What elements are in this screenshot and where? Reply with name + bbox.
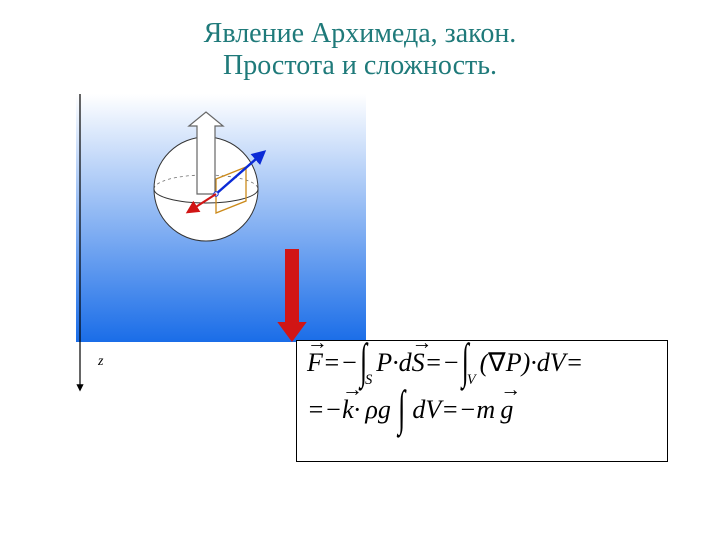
z-axis-label: z (98, 354, 103, 370)
sym-m: m (476, 392, 495, 427)
sym-lpar: ( (480, 345, 489, 380)
sym-rho: ρ (365, 392, 377, 427)
title-line1: Явление Архимеда, закон. (204, 18, 517, 49)
sym-g: g (378, 392, 391, 427)
sym-d-3: d (412, 392, 425, 427)
sym-eq-3: = (307, 392, 325, 427)
sym-rpar: ) (522, 345, 531, 380)
sym-minus-2: − (442, 345, 460, 380)
sym-V-2: V (425, 392, 441, 427)
sym-minus-3: − (325, 392, 343, 427)
sym-sp-2 (391, 392, 396, 427)
sym-sub-S: S (365, 371, 372, 390)
sym-d-2: d (537, 345, 550, 380)
formula-box: F = − ∫ S P · d S = − ∫ V ( ∇ P ) · d V … (296, 340, 668, 462)
page-title: Явление Архимеда, закон. Простота и слож… (0, 18, 720, 82)
sym-minus: − (340, 345, 358, 380)
sym-int-3: ∫ (398, 375, 405, 442)
sym-Svec: S (412, 345, 425, 380)
sym-V: V (550, 345, 566, 380)
sym-P-2: P (506, 345, 522, 380)
sym-nabla: ∇ (488, 345, 505, 380)
sym-F: F (307, 345, 323, 380)
formula-row-1: F = − ∫ S P · d S = − ∫ V ( ∇ P ) · d V … (307, 345, 657, 380)
title-line2: Простота и сложность. (223, 50, 497, 81)
sym-k: k (342, 392, 354, 427)
formula-row-2: = − k · ρ g ∫ d V = − m g (307, 392, 657, 427)
sym-minus-4: − (459, 392, 477, 427)
sym-traileq-1: = (566, 345, 584, 380)
sym-sub-V: V (467, 371, 476, 390)
sym-gvec: g (500, 392, 513, 427)
sym-eq-4: = (441, 392, 459, 427)
sym-P: P (376, 345, 392, 380)
